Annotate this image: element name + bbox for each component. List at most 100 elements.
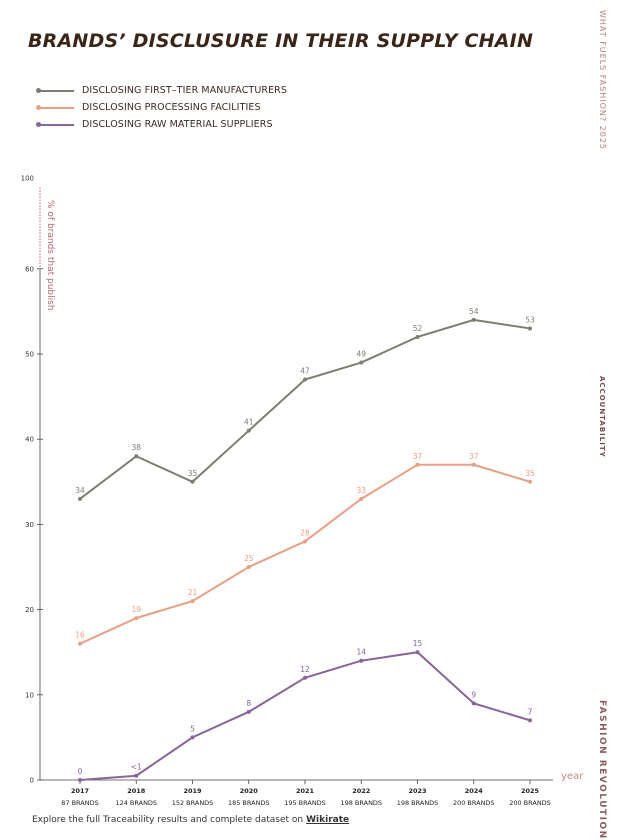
x-tick-label-2023: 2023 <box>408 787 426 795</box>
x-tick-label-2025: 2025 <box>521 787 540 795</box>
data-label-first-tier-2021: 47 <box>300 367 310 376</box>
legend: DISCLOSING FIRST–TIER MANUFACTURERS DISC… <box>36 82 287 133</box>
x-sample-size-2020: 185 BRANDS <box>228 799 270 807</box>
x-sample-size-2023: 198 BRANDS <box>397 799 439 807</box>
data-label-processing-2023: 37 <box>413 452 423 461</box>
legend-label-first-tier: DISCLOSING FIRST–TIER MANUFACTURERS <box>82 85 288 96</box>
point-raw-material-2024 <box>471 701 476 706</box>
footer: Explore the full Traceability results an… <box>32 815 349 825</box>
point-first-tier-2025 <box>528 326 532 331</box>
data-label-raw-material-2023: 15 <box>413 639 423 648</box>
x-sample-size-2022: 198 BRANDS <box>340 799 382 807</box>
chart-title: BRANDS’ DISCLUSURE IN THEIR SUPPLY CHAIN <box>28 30 534 52</box>
legend-item-processing: DISCLOSING PROCESSING FACILITIES <box>36 99 287 116</box>
legend-label-processing: DISCLOSING PROCESSING FACILITIES <box>82 102 261 113</box>
data-label-first-tier-2023: 52 <box>413 324 423 333</box>
point-processing-2019 <box>190 599 195 604</box>
point-processing-2020 <box>246 565 251 569</box>
data-label-processing-2017: 16 <box>75 631 85 640</box>
data-label-first-tier-2022: 49 <box>356 350 366 359</box>
footer-text: Explore the full Traceability results an… <box>32 815 304 825</box>
y-tick-label-20: 20 <box>25 606 34 614</box>
y-tick-label-50: 50 <box>25 351 34 359</box>
y-tick-label-100: 100 <box>21 175 34 183</box>
point-first-tier-2017 <box>78 496 82 501</box>
data-label-raw-material-2024: 9 <box>471 690 476 699</box>
x-sample-size-2025: 200 BRANDS <box>509 799 551 807</box>
data-label-first-tier-2017: 34 <box>75 486 85 495</box>
x-sample-size-2024: 200 BRANDS <box>453 799 495 807</box>
data-label-processing-2020: 25 <box>244 554 254 563</box>
legend-item-raw-material: DISCLOSING RAW MATERIAL SUPPLIERS <box>36 116 287 133</box>
point-first-tier-2019 <box>190 479 195 484</box>
series-line-first-tier <box>79 318 531 500</box>
data-label-processing-2025: 35 <box>525 469 535 478</box>
point-processing-2017 <box>78 641 82 646</box>
data-label-processing-2018: 19 <box>131 605 141 614</box>
data-label-processing-2021: 28 <box>300 528 310 537</box>
x-tick-label-2020: 2020 <box>240 787 259 795</box>
point-first-tier-2022 <box>359 360 364 365</box>
point-first-tier-2023 <box>415 334 420 339</box>
data-label-raw-material-2025: 7 <box>528 707 533 716</box>
x-tick-label-2024: 2024 <box>465 787 484 795</box>
point-processing-2021 <box>303 539 307 544</box>
data-label-raw-material-2018: <1 <box>131 763 142 772</box>
y-axis-label: % of brands that publish <box>45 200 55 311</box>
point-processing-2025 <box>528 479 532 484</box>
data-label-first-tier-2025: 53 <box>525 315 535 324</box>
x-axis-label: year <box>561 771 584 782</box>
data-label-processing-2019: 21 <box>188 588 198 597</box>
y-tick-label-30: 30 <box>25 521 34 529</box>
y-tick-label-10: 10 <box>25 691 34 699</box>
y-tick-label-0: 0 <box>30 777 34 785</box>
legend-label-raw-material: DISCLOSING RAW MATERIAL SUPPLIERS <box>82 119 273 130</box>
point-first-tier-2021 <box>303 377 307 382</box>
point-first-tier-2020 <box>246 428 251 433</box>
data-label-processing-2022: 33 <box>356 486 366 495</box>
x-sample-size-2018: 124 BRANDS <box>115 799 157 807</box>
series-line-processing <box>79 463 531 645</box>
y-tick-label-60: 60 <box>25 265 34 273</box>
data-label-first-tier-2020: 41 <box>244 418 254 427</box>
point-raw-material-2023 <box>415 650 420 655</box>
point-raw-material-2020 <box>246 709 251 714</box>
legend-swatch-first-tier <box>36 86 74 96</box>
data-label-raw-material-2021: 12 <box>300 665 310 674</box>
point-raw-material-2017 <box>78 778 82 782</box>
x-tick-label-2022: 2022 <box>352 787 370 795</box>
point-processing-2024 <box>471 462 476 467</box>
x-sample-size-2017: 87 BRANDS <box>61 799 99 807</box>
side-text-section: ACCOUNTABILITY <box>598 376 606 458</box>
data-label-raw-material-2022: 14 <box>356 648 366 657</box>
x-tick-label-2019: 2019 <box>183 787 202 795</box>
point-processing-2018 <box>134 616 139 621</box>
point-first-tier-2018 <box>134 454 139 459</box>
x-tick-label-2021: 2021 <box>296 787 315 795</box>
point-first-tier-2024 <box>471 317 476 322</box>
wikirate-link[interactable]: Wikirate <box>306 815 350 825</box>
y-tick-label-40: 40 <box>25 436 34 444</box>
data-label-raw-material-2020: 8 <box>246 699 251 708</box>
side-text-org: FASHION REVOLUTION <box>597 700 607 840</box>
point-processing-2022 <box>359 496 364 501</box>
x-sample-size-2019: 152 BRANDS <box>172 799 214 807</box>
x-sample-size-2021: 195 BRANDS <box>284 799 326 807</box>
data-label-raw-material-2017: 0 <box>78 767 83 776</box>
point-raw-material-2022 <box>359 658 364 663</box>
legend-swatch-processing <box>36 103 74 113</box>
point-processing-2023 <box>415 462 420 467</box>
x-tick-label-2017: 2017 <box>71 787 89 795</box>
point-raw-material-2025 <box>528 718 532 723</box>
legend-item-first-tier: DISCLOSING FIRST–TIER MANUFACTURERS <box>36 82 287 99</box>
point-raw-material-2018 <box>134 773 139 778</box>
point-raw-material-2019 <box>190 735 195 740</box>
point-raw-material-2021 <box>303 675 307 680</box>
data-label-raw-material-2019: 5 <box>190 724 195 733</box>
x-tick-label-2018: 2018 <box>127 787 146 795</box>
data-label-first-tier-2019: 35 <box>188 469 198 478</box>
data-label-first-tier-2018: 38 <box>131 443 141 452</box>
data-label-first-tier-2024: 54 <box>469 307 479 316</box>
side-text-report-name: WHAT FUELS FASHION? 2025 <box>598 10 607 151</box>
